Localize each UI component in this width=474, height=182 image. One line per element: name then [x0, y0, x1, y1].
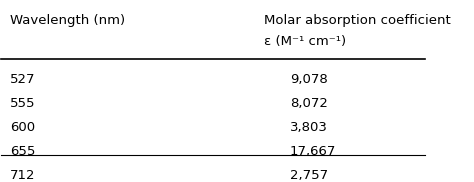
Text: 555: 555 [10, 97, 36, 110]
Text: 600: 600 [10, 121, 35, 134]
Text: 9,078: 9,078 [290, 73, 328, 86]
Text: 2,757: 2,757 [290, 169, 328, 182]
Text: 17,667: 17,667 [290, 145, 336, 158]
Text: 8,072: 8,072 [290, 97, 328, 110]
Text: Molar absorption coefficient: Molar absorption coefficient [264, 14, 451, 27]
Text: 655: 655 [10, 145, 35, 158]
Text: ε (M⁻¹ cm⁻¹): ε (M⁻¹ cm⁻¹) [264, 35, 346, 48]
Text: 3,803: 3,803 [290, 121, 328, 134]
Text: 712: 712 [10, 169, 36, 182]
Text: 527: 527 [10, 73, 36, 86]
Text: Wavelength (nm): Wavelength (nm) [10, 14, 125, 27]
